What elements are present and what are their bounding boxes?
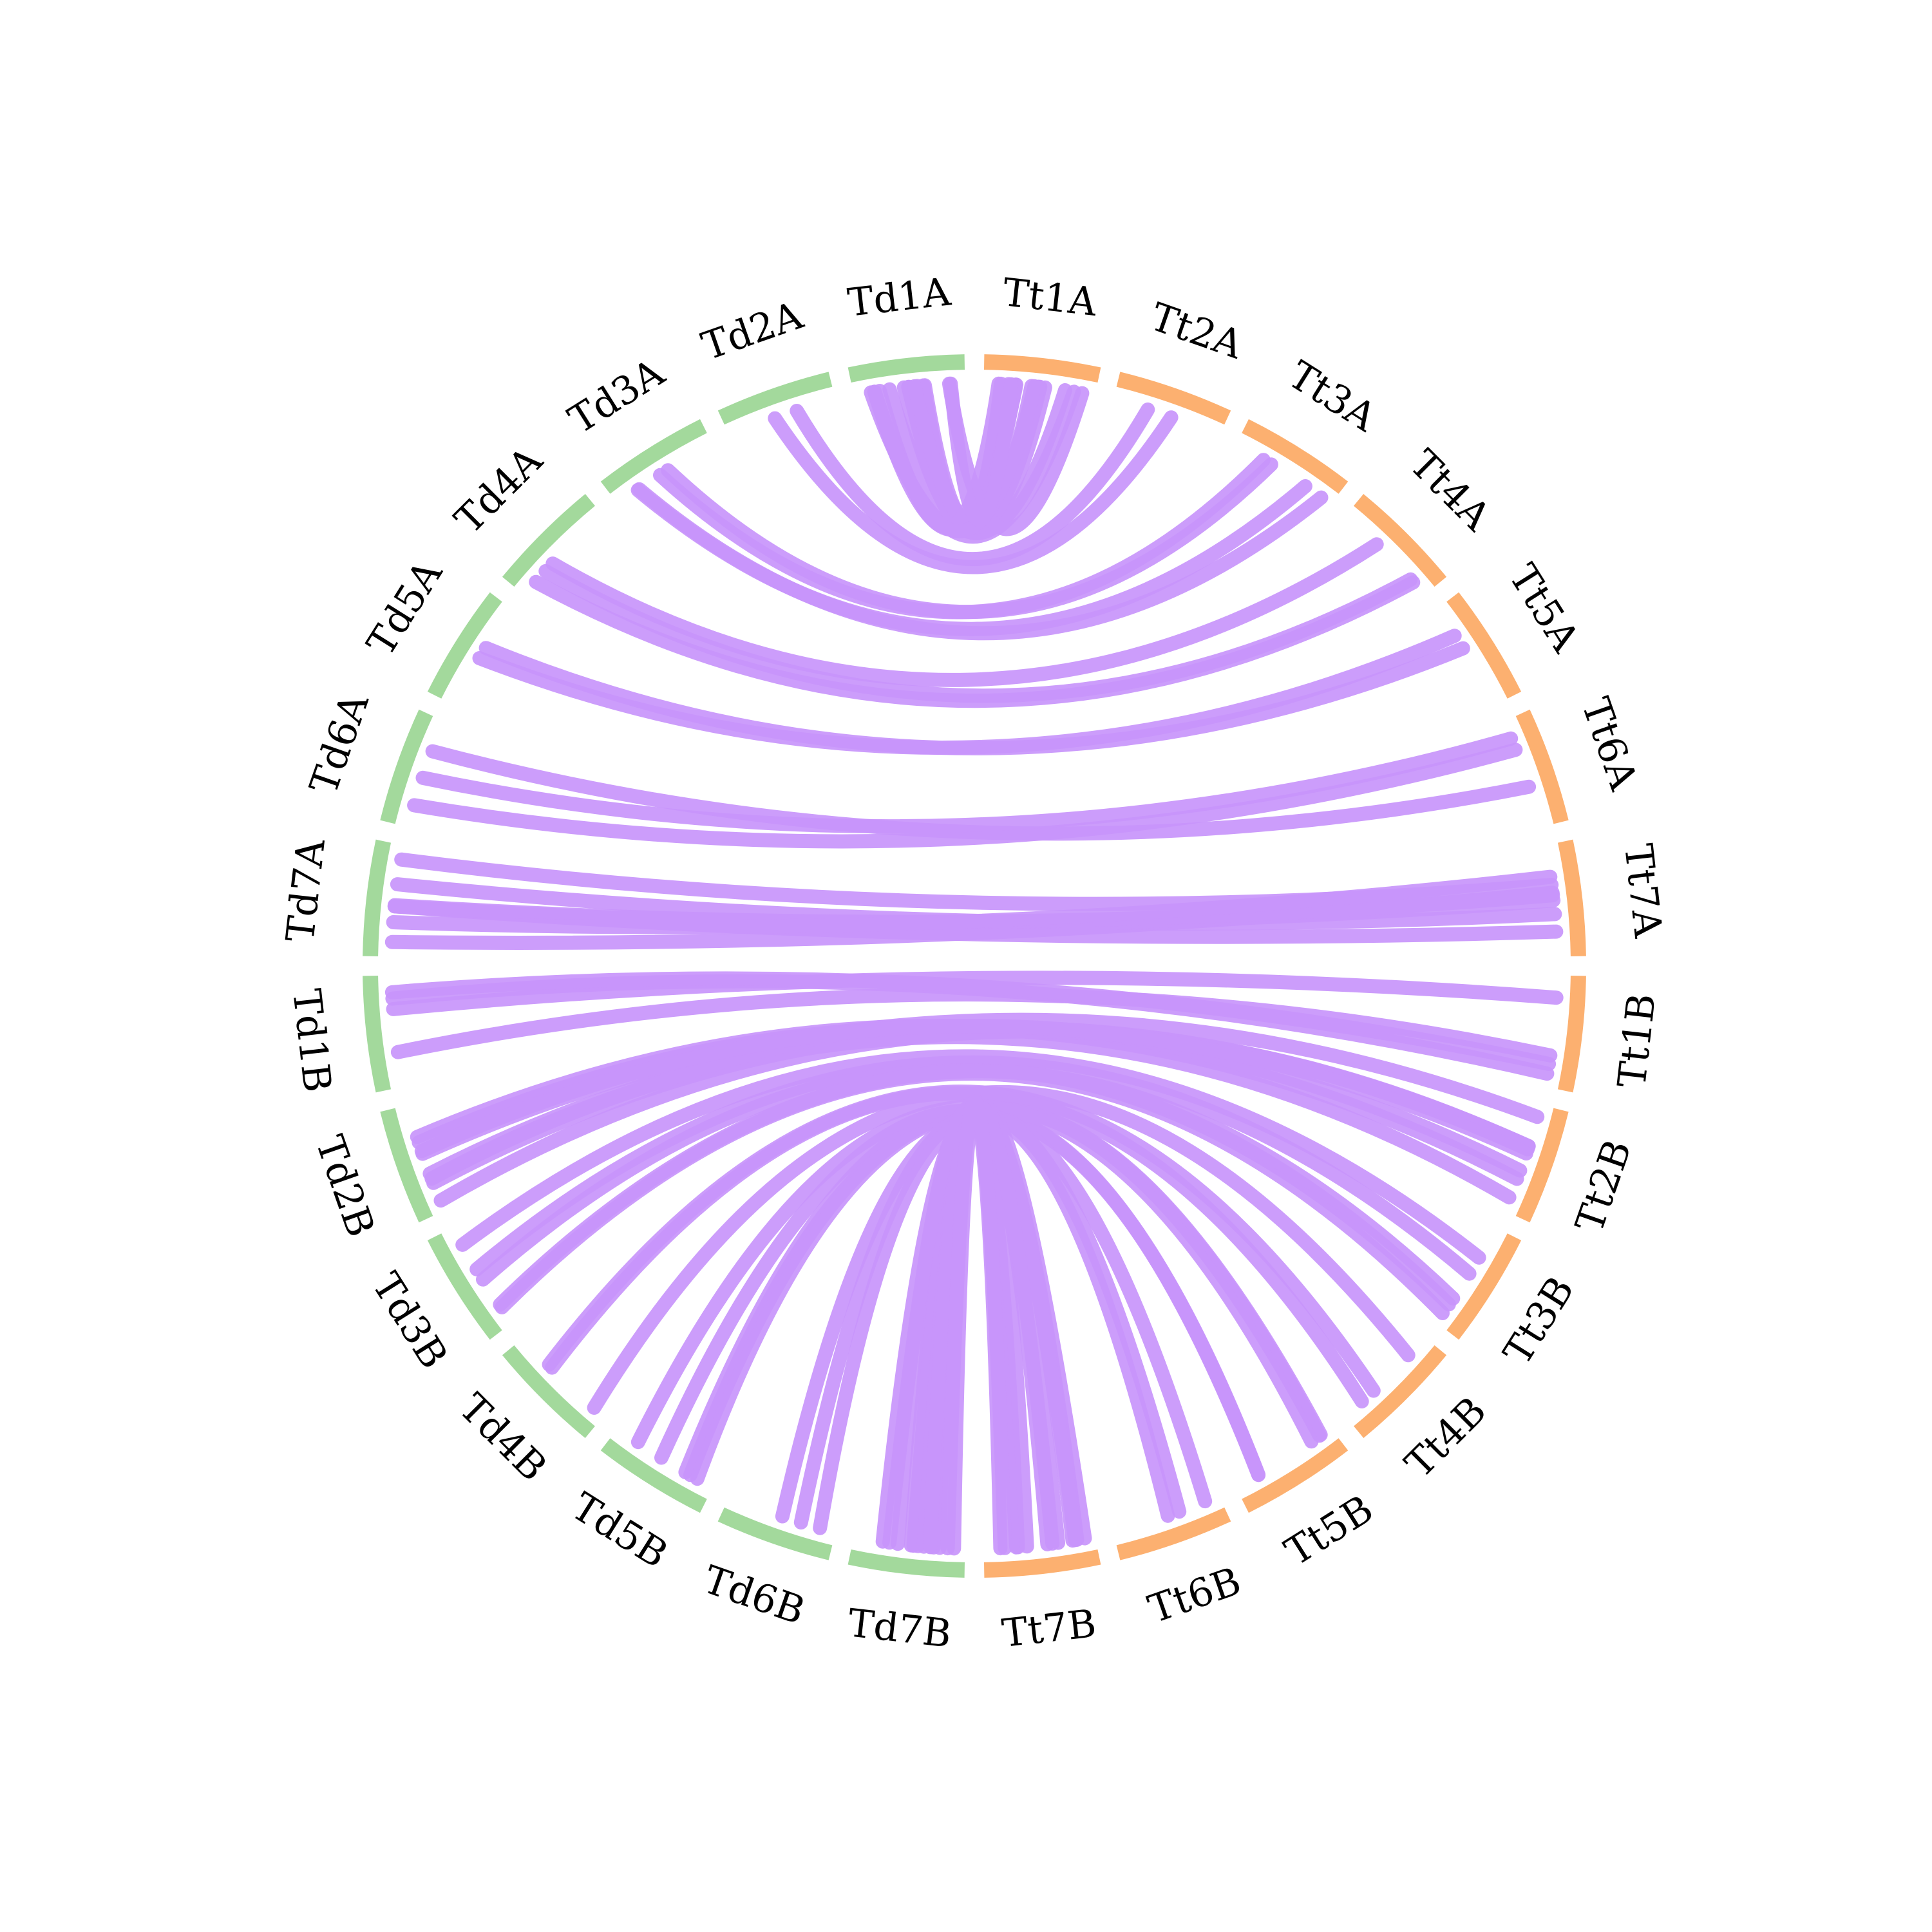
segment-tt5b bbox=[1242, 1438, 1349, 1513]
label-tt1a: Tt1A bbox=[1001, 270, 1099, 325]
segment-td6a bbox=[380, 709, 433, 824]
chromosome-ring bbox=[363, 354, 1586, 1578]
segment-tt2a bbox=[1116, 372, 1231, 425]
label-tt7a: Tt7A bbox=[1615, 842, 1671, 940]
segment-td1a bbox=[848, 354, 965, 383]
segment-td2a bbox=[717, 372, 833, 425]
segment-tt7b bbox=[984, 1549, 1101, 1578]
link-td3a-tt3a bbox=[661, 457, 1278, 620]
link-td2a-tt2a bbox=[768, 410, 1179, 574]
link-td2b-tt2b bbox=[414, 1019, 1533, 1160]
link-td5a-tt5a bbox=[478, 641, 1470, 755]
segment-tt4a bbox=[1353, 493, 1447, 587]
label-tt1b: Tt1B bbox=[1609, 991, 1665, 1090]
segment-tt5a bbox=[1446, 592, 1522, 699]
link-td3a-tt3a bbox=[630, 479, 1312, 636]
segment-tt7a bbox=[1557, 839, 1586, 956]
link-td4b-tt4b bbox=[545, 1086, 1369, 1408]
link-td3b-tt3b bbox=[455, 1049, 1486, 1265]
link-td1a-tt1a bbox=[943, 376, 1019, 527]
label-tt7b: Tt7B bbox=[999, 1601, 1098, 1656]
segment-td5b bbox=[600, 1438, 707, 1513]
link-td1a-tt1a bbox=[867, 379, 1042, 538]
segment-td6b bbox=[717, 1507, 833, 1560]
link-td4a-tt4a bbox=[545, 537, 1384, 687]
segment-td7a bbox=[363, 839, 392, 956]
segment-td2b bbox=[380, 1108, 433, 1223]
segment-tt6b bbox=[1116, 1507, 1231, 1560]
link-td6a-tt6a bbox=[415, 731, 1519, 834]
segment-td3a bbox=[600, 419, 707, 494]
segment-tt6a bbox=[1515, 709, 1569, 824]
segment-td4a bbox=[502, 493, 596, 587]
segment-tt4b bbox=[1354, 1345, 1447, 1439]
link-td7b-tt7b bbox=[940, 1094, 1012, 1556]
segment-td3b bbox=[427, 1233, 502, 1340]
link-td6a-tt6a bbox=[407, 743, 1523, 849]
segment-td7b bbox=[848, 1549, 965, 1578]
segment-td1b bbox=[363, 976, 392, 1093]
link-td7a-tt7a bbox=[386, 869, 1558, 934]
synteny-links bbox=[384, 376, 1564, 1556]
link-td1b-tt1b bbox=[386, 971, 1564, 1016]
segment-tt1b bbox=[1557, 976, 1586, 1093]
link-td4a-tt4a bbox=[538, 564, 1418, 703]
segment-tt1a bbox=[984, 354, 1101, 383]
link-td2a-tt2a bbox=[790, 402, 1155, 567]
segment-td4b bbox=[502, 1345, 595, 1439]
link-td3b-tt3b bbox=[493, 1064, 1461, 1312]
segment-tt3b bbox=[1446, 1233, 1522, 1340]
segment-tt2b bbox=[1515, 1108, 1569, 1223]
segment-tt3a bbox=[1242, 419, 1349, 494]
link-td1b-tt1b bbox=[384, 971, 1557, 1071]
segment-td5a bbox=[427, 592, 502, 699]
